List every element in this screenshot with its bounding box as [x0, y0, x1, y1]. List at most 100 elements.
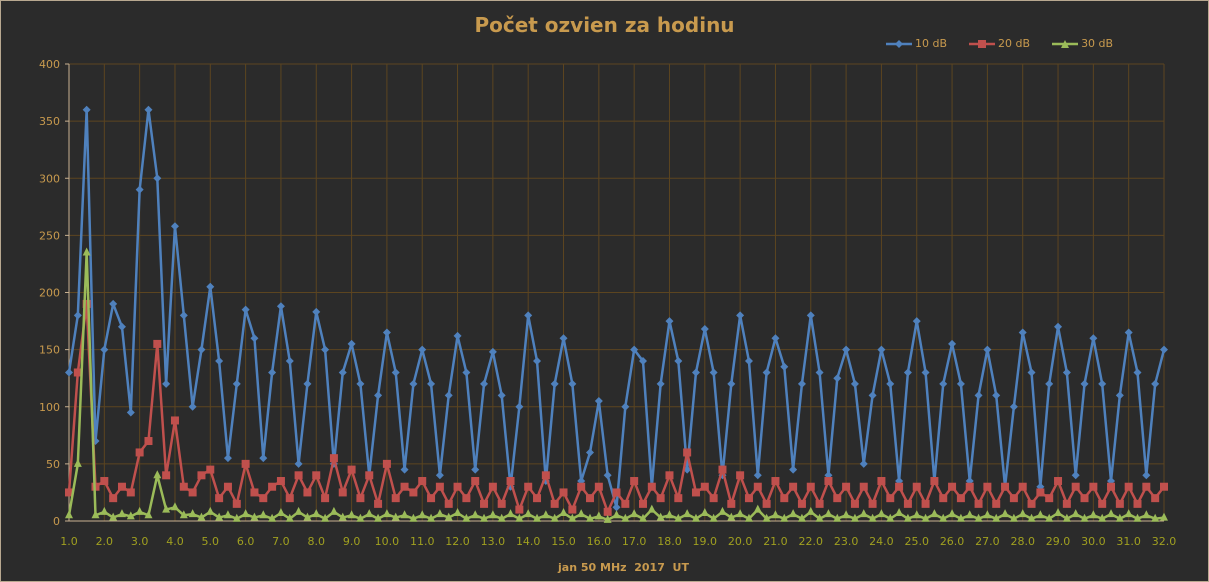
data-point — [1098, 499, 1107, 508]
data-point — [683, 448, 692, 457]
data-point — [868, 391, 877, 400]
data-point — [82, 247, 91, 256]
data-point — [444, 512, 453, 521]
data-point — [550, 513, 559, 522]
data-point — [179, 510, 188, 519]
x-tick-label: 2.0 — [96, 535, 114, 548]
x-tick-label: 16.0 — [587, 535, 612, 548]
data-point — [603, 514, 612, 523]
data-point — [691, 488, 700, 497]
data-point — [453, 508, 462, 517]
data-point — [347, 339, 356, 348]
data-point — [630, 345, 639, 354]
data-point — [73, 458, 82, 467]
data-point — [948, 339, 957, 348]
data-point — [762, 499, 771, 508]
data-point — [1124, 509, 1133, 518]
data-point — [594, 397, 603, 406]
data-point — [1045, 379, 1054, 388]
data-point — [232, 379, 241, 388]
data-point — [232, 513, 241, 522]
data-point — [656, 512, 665, 521]
data-point — [594, 511, 603, 520]
data-point — [974, 513, 983, 522]
data-point — [409, 513, 418, 522]
data-point — [197, 471, 206, 480]
data-point — [577, 482, 586, 491]
data-point — [109, 494, 118, 503]
data-point — [241, 459, 250, 468]
data-point — [515, 402, 524, 411]
data-point — [73, 311, 82, 320]
y-tick-label: 100 — [39, 401, 60, 414]
data-point — [197, 512, 206, 521]
data-point — [179, 311, 188, 320]
data-point — [1080, 379, 1089, 388]
data-point — [647, 482, 656, 491]
data-point — [365, 471, 374, 480]
data-point — [321, 494, 330, 503]
x-tick-label: 6.0 — [237, 535, 255, 548]
data-point — [771, 477, 780, 486]
data-point — [162, 504, 171, 513]
legend-item-30db: 30 dB — [1052, 37, 1113, 50]
data-point — [1124, 482, 1133, 491]
data-point — [153, 470, 162, 479]
data-point — [744, 357, 753, 366]
data-point — [1054, 322, 1063, 331]
data-point — [630, 477, 639, 486]
data-point — [612, 503, 621, 512]
x-tick-label: 31.0 — [1116, 535, 1141, 548]
data-point — [1107, 482, 1116, 491]
data-point — [453, 482, 462, 491]
data-point — [1142, 471, 1151, 480]
data-point — [250, 512, 259, 521]
data-point — [126, 488, 135, 497]
data-point — [921, 513, 930, 522]
data-point — [939, 513, 948, 522]
data-point — [294, 506, 303, 515]
data-point — [1098, 379, 1107, 388]
data-point — [1107, 509, 1116, 518]
data-point — [1133, 513, 1142, 522]
data-point — [700, 508, 709, 517]
data-point — [100, 506, 109, 515]
data-point — [285, 513, 294, 522]
data-point — [206, 282, 215, 291]
series-30db — [65, 247, 1168, 523]
data-point — [948, 509, 957, 518]
x-tick-label: 13.0 — [481, 535, 506, 548]
data-point — [621, 513, 630, 522]
data-point — [1027, 513, 1036, 522]
data-point — [1054, 477, 1063, 486]
data-point — [480, 379, 489, 388]
data-point — [515, 505, 524, 514]
data-point — [621, 402, 630, 411]
data-point — [912, 317, 921, 326]
data-point — [462, 494, 471, 503]
legend-label: 20 dB — [998, 37, 1031, 50]
data-point — [533, 513, 542, 522]
data-point — [665, 510, 674, 519]
data-point — [250, 334, 259, 343]
data-point — [1071, 509, 1080, 518]
data-point — [135, 185, 144, 194]
data-point — [1115, 513, 1124, 522]
data-point — [656, 494, 665, 503]
data-point — [541, 510, 550, 519]
data-point — [427, 513, 436, 522]
data-point — [877, 477, 886, 486]
data-point — [391, 494, 400, 503]
data-point — [1062, 368, 1071, 377]
data-point — [550, 379, 559, 388]
x-tick-label: 28.0 — [1010, 535, 1035, 548]
data-point — [1054, 508, 1063, 517]
data-point — [259, 454, 268, 463]
data-point — [877, 345, 886, 354]
data-point — [895, 508, 904, 517]
data-point — [568, 379, 577, 388]
data-point — [727, 512, 736, 521]
chart-title: Počet ozvien za hodinu — [474, 13, 735, 37]
data-point — [833, 513, 842, 522]
data-point — [1009, 513, 1018, 522]
